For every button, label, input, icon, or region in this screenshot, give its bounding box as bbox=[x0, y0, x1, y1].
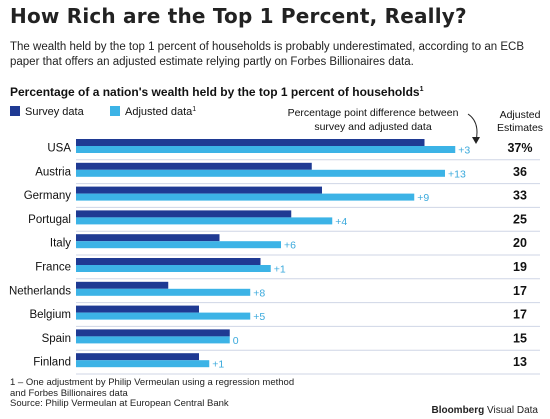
adjusted-bar bbox=[76, 265, 271, 272]
adjusted-estimate-value: 13 bbox=[513, 355, 527, 369]
adjusted-bar bbox=[76, 312, 251, 320]
brand-regular: Visual Data bbox=[484, 405, 538, 416]
adjusted-estimate-value: 33 bbox=[513, 189, 527, 203]
difference-label: +9 bbox=[417, 192, 429, 204]
difference-label: +1 bbox=[212, 359, 224, 371]
difference-label: +1 bbox=[274, 264, 286, 276]
category-label: Spain bbox=[42, 333, 71, 345]
annotation-arrowhead bbox=[472, 137, 480, 144]
adjusted-estimate-value: 15 bbox=[513, 331, 527, 345]
survey-bar bbox=[76, 139, 425, 146]
survey-bar bbox=[76, 210, 292, 218]
difference-label: +13 bbox=[448, 168, 466, 180]
adjusted-estimate-value: 19 bbox=[513, 260, 527, 274]
footnote-block: 1 – One adjustment by Philip Vermeulan u… bbox=[10, 377, 310, 410]
annotation-line-2: survey and adjusted data bbox=[314, 121, 431, 133]
survey-bar bbox=[76, 186, 322, 194]
difference-label: +8 bbox=[253, 287, 265, 299]
brand-logo: Bloomberg Visual Data bbox=[431, 405, 538, 416]
difference-label: +6 bbox=[284, 240, 296, 252]
category-label: Portugal bbox=[28, 214, 71, 226]
adjusted-bar bbox=[76, 193, 415, 201]
category-label: Austria bbox=[35, 166, 71, 178]
category-label: Italy bbox=[50, 238, 71, 250]
legend-label-adjusted: Adjusted data1 bbox=[125, 106, 196, 118]
survey-bar bbox=[76, 258, 261, 265]
legend-swatch-survey bbox=[10, 106, 20, 116]
adjusted-estimate-value: 17 bbox=[513, 284, 527, 298]
category-label: Belgium bbox=[29, 309, 71, 321]
annotation-line-1: Percentage point difference between bbox=[288, 107, 459, 119]
survey-bar bbox=[76, 305, 199, 313]
survey-bar bbox=[76, 162, 312, 170]
legend-footnote-mark: 1 bbox=[192, 106, 196, 113]
adjusted-bar bbox=[76, 288, 251, 296]
footnote-text: 1 – One adjustment by Philip Vermeulan u… bbox=[10, 377, 295, 399]
category-label: Netherlands bbox=[9, 285, 71, 297]
estimates-header-line-2: Estimates bbox=[497, 122, 543, 134]
difference-label: 0 bbox=[233, 335, 239, 347]
difference-label: +3 bbox=[458, 145, 470, 157]
survey-bar bbox=[76, 234, 220, 242]
estimates-header-line-1: Adjusted bbox=[500, 109, 541, 121]
adjusted-estimate-value: 20 bbox=[513, 236, 527, 250]
survey-bar bbox=[76, 329, 230, 337]
page-title: How Rich are the Top 1 Percent, Really? bbox=[10, 4, 467, 28]
difference-label: +4 bbox=[335, 216, 347, 228]
legend-label-survey: Survey data bbox=[25, 106, 85, 118]
page-subtitle: The wealth held by the top 1 percent of … bbox=[10, 41, 524, 68]
source-text: Source: Philip Vermeulan at European Cen… bbox=[10, 398, 229, 409]
adjusted-bar bbox=[76, 217, 333, 225]
chart-title-footnote-mark: 1 bbox=[419, 86, 424, 93]
adjusted-estimate-value: 25 bbox=[513, 212, 527, 226]
adjusted-estimate-value: 17 bbox=[513, 308, 527, 322]
survey-bar bbox=[76, 281, 169, 289]
chart-title-text: Percentage of a nation's wealth held by … bbox=[10, 85, 420, 99]
brand-bold: Bloomberg bbox=[431, 405, 485, 416]
adjusted-bar bbox=[76, 146, 456, 153]
category-label: USA bbox=[47, 143, 71, 155]
legend-swatch-adjusted bbox=[110, 106, 120, 116]
adjusted-bar bbox=[76, 241, 281, 249]
survey-bar bbox=[76, 353, 199, 361]
category-label: France bbox=[35, 262, 71, 274]
category-label: Germany bbox=[24, 190, 72, 202]
adjusted-bar bbox=[76, 360, 210, 368]
annotation-arrow-line bbox=[467, 113, 478, 142]
chart-title: Percentage of a nation's wealth held by … bbox=[10, 85, 424, 99]
category-label: Finland bbox=[33, 357, 71, 369]
difference-label: +5 bbox=[253, 311, 265, 323]
adjusted-bar bbox=[76, 169, 445, 177]
adjusted-estimate-value: 37% bbox=[507, 141, 532, 155]
adjusted-bar bbox=[76, 336, 230, 344]
adjusted-estimate-value: 36 bbox=[513, 165, 527, 179]
